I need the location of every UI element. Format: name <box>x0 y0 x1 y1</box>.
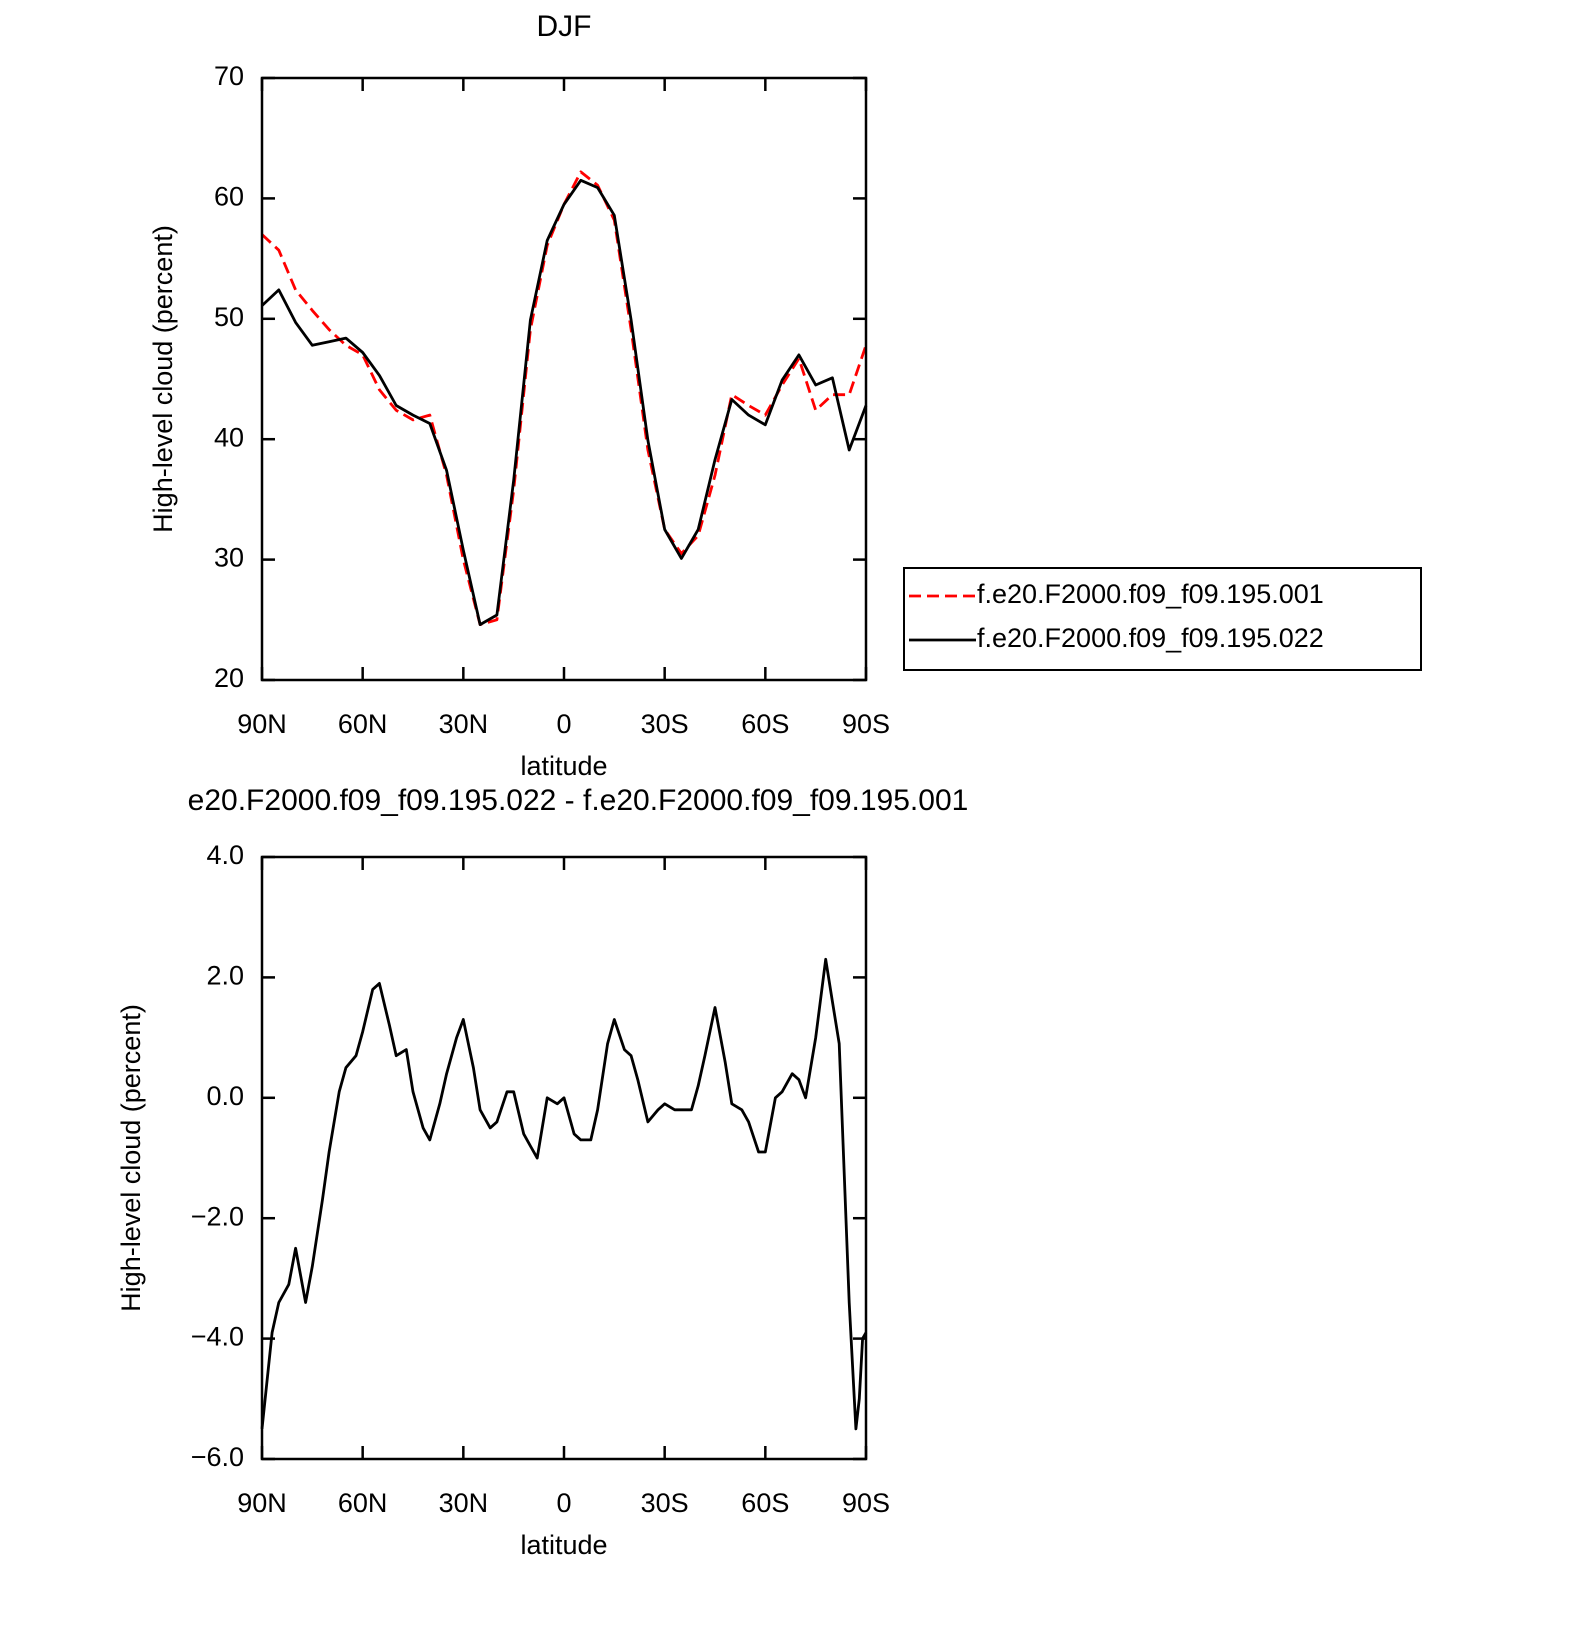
y-tick-label: 4.0 <box>206 840 244 870</box>
data-line <box>261 170 868 626</box>
y-tick-label: 20 <box>214 663 244 693</box>
y-tick-label: 50 <box>214 302 244 332</box>
x-tick-label: 0 <box>556 709 571 739</box>
x-tick-label: 90S <box>842 709 890 739</box>
y-tick-label: 2.0 <box>206 961 244 991</box>
y-tick-label: 70 <box>214 61 244 91</box>
x-tick-label: 30S <box>641 709 689 739</box>
chart-title: DJF <box>537 10 592 43</box>
legend-label: f.e20.F2000.f09_f09.195.001 <box>977 579 1324 609</box>
x-tick-label: 90N <box>237 1488 287 1518</box>
y-axis-label: High-level cloud (percent) <box>148 225 178 533</box>
x-tick-label: 60N <box>338 709 388 739</box>
legend-box <box>903 567 1422 671</box>
y-tick-label: −4.0 <box>191 1322 244 1352</box>
y-tick-label: −2.0 <box>191 1201 244 1231</box>
x-tick-label: 60S <box>741 709 789 739</box>
x-tick-label: 60N <box>338 1488 388 1518</box>
y-tick-label: 40 <box>214 422 244 452</box>
y-tick-label: 0.0 <box>206 1081 244 1111</box>
x-axis-label: latitude <box>520 751 607 781</box>
y-tick-label: 60 <box>214 182 244 212</box>
plot-frame <box>260 855 868 1461</box>
legend-label: f.e20.F2000.f09_f09.195.022 <box>977 623 1324 653</box>
x-tick-label: 90N <box>237 709 287 739</box>
data-line <box>261 178 868 626</box>
x-tick-label: 30S <box>641 1488 689 1518</box>
x-tick-label: 30N <box>439 709 489 739</box>
data-line <box>260 957 868 1431</box>
y-tick-label: −6.0 <box>191 1442 244 1472</box>
x-axis-label: latitude <box>520 1530 607 1560</box>
chart-title: e20.F2000.f09_f09.195.022 - f.e20.F2000.… <box>188 784 969 817</box>
plot-frame <box>260 76 868 682</box>
x-tick-label: 60S <box>741 1488 789 1518</box>
y-tick-label: 30 <box>214 543 244 573</box>
x-tick-label: 90S <box>842 1488 890 1518</box>
x-tick-label: 0 <box>556 1488 571 1518</box>
x-tick-label: 30N <box>439 1488 489 1518</box>
y-axis-label: High-level cloud (percent) <box>116 1004 146 1312</box>
